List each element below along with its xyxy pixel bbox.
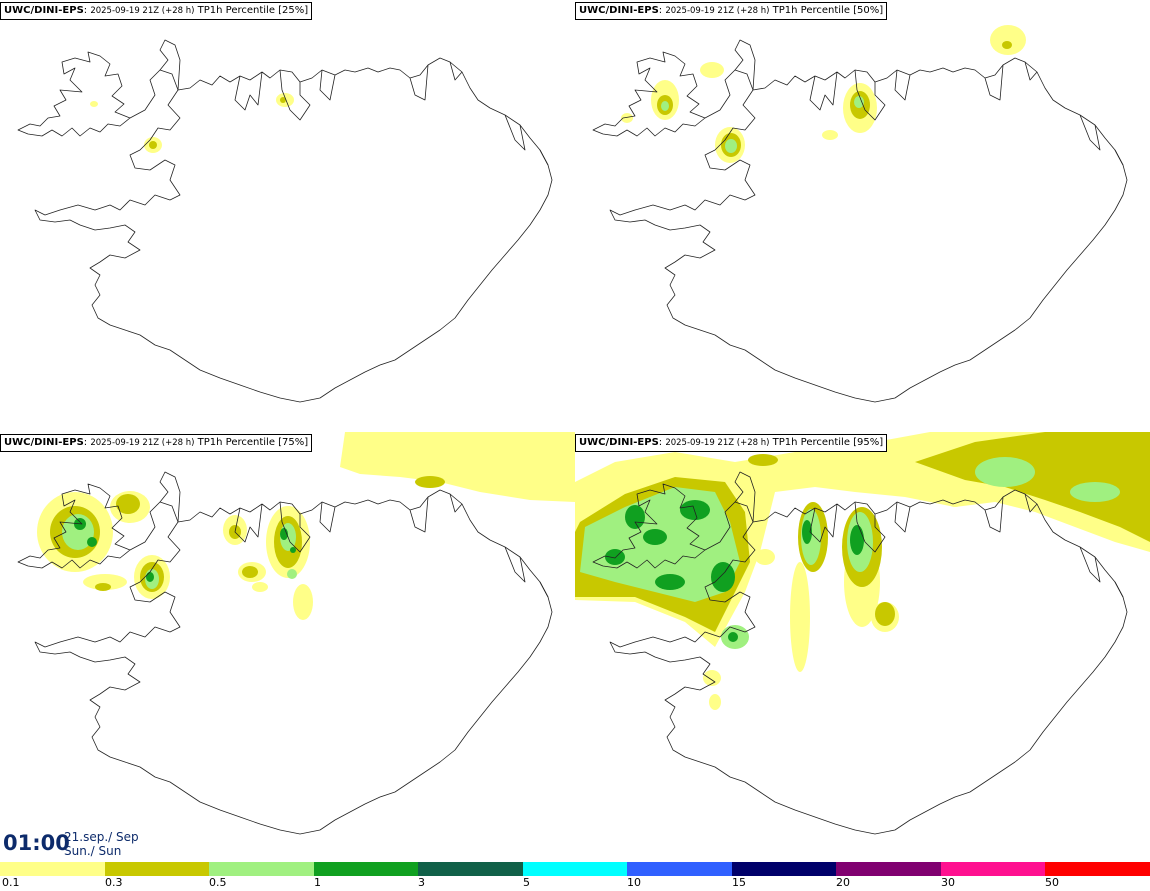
panel-title: UWC/DINI-EPS: 2025-09-19 21Z (+28 h) TP1… xyxy=(575,434,888,452)
legend-label: 5 xyxy=(523,876,530,889)
field-name: TP1h Percentile [50%] xyxy=(772,5,884,16)
panel-title: UWC/DINI-EPS: 2025-09-19 21Z (+28 h) TP1… xyxy=(0,2,313,20)
map-panel-p50: UWC/DINI-EPS: 2025-09-19 21Z (+28 h) TP1… xyxy=(575,0,1150,430)
legend-label: 0.1 xyxy=(2,876,20,889)
model-name: UWC/DINI-EPS xyxy=(4,5,84,16)
run-time: 2025-09-19 21Z (+28 h) xyxy=(90,438,195,448)
legend-label: 10 xyxy=(627,876,641,889)
legend-label: 15 xyxy=(732,876,746,889)
map-panel-p95: UWC/DINI-EPS: 2025-09-19 21Z (+28 h) TP1… xyxy=(575,432,1150,862)
model-name: UWC/DINI-EPS xyxy=(579,437,659,448)
legend-swatch xyxy=(0,862,105,876)
legend-swatch xyxy=(731,862,837,876)
run-time: 2025-09-19 21Z (+28 h) xyxy=(665,438,770,448)
model-name: UWC/DINI-EPS xyxy=(4,437,84,448)
field-name: TP1h Percentile [95%] xyxy=(772,437,884,448)
legend-swatch xyxy=(209,862,314,876)
precip-map-p50 xyxy=(592,25,1128,403)
panel-title: UWC/DINI-EPS: 2025-09-19 21Z (+28 h) TP1… xyxy=(0,434,313,452)
run-time: 2025-09-19 21Z (+28 h) xyxy=(90,6,195,16)
precip-map-p25 xyxy=(17,39,553,403)
precip-map-p75 xyxy=(17,432,575,835)
legend-label: 20 xyxy=(836,876,850,889)
model-name: UWC/DINI-EPS xyxy=(579,5,659,16)
valid-date-line: 21.sep./ Sep xyxy=(64,830,139,844)
legend-swatch xyxy=(313,862,419,876)
legend-labels: 0.1 0.3 0.5 1 3 5 10 15 20 30 50 xyxy=(0,876,1150,890)
map-panel-p25: UWC/DINI-EPS: 2025-09-19 21Z (+28 h) TP1… xyxy=(0,0,575,430)
legend-swatch xyxy=(418,862,523,876)
legend-label: 30 xyxy=(941,876,955,889)
legend-label: 0.3 xyxy=(105,876,123,889)
precip-map-p95 xyxy=(575,432,1150,835)
color-legend xyxy=(0,862,1150,876)
legend-label: 0.5 xyxy=(209,876,227,889)
legend-swatch xyxy=(522,862,628,876)
field-name: TP1h Percentile [75%] xyxy=(197,437,309,448)
valid-day-line: Sun./ Sun xyxy=(64,844,122,858)
valid-time-box: 01:00 21.sep./ Sep Sun./ Sun xyxy=(0,829,140,861)
legend-swatch xyxy=(940,862,1046,876)
panel-title: UWC/DINI-EPS: 2025-09-19 21Z (+28 h) TP1… xyxy=(575,2,888,20)
valid-date: 21.sep./ Sep Sun./ Sun xyxy=(64,830,139,858)
legend-swatch xyxy=(1045,862,1150,876)
legend-swatch xyxy=(627,862,732,876)
legend-label: 50 xyxy=(1045,876,1059,889)
map-panel-p75: UWC/DINI-EPS: 2025-09-19 21Z (+28 h) TP1… xyxy=(0,432,575,862)
valid-time: 01:00 xyxy=(3,831,70,855)
legend-swatch xyxy=(104,862,210,876)
legend-label: 1 xyxy=(314,876,321,889)
legend-label: 3 xyxy=(418,876,425,889)
field-name: TP1h Percentile [25%] xyxy=(197,5,309,16)
legend-swatch xyxy=(836,862,941,876)
run-time: 2025-09-19 21Z (+28 h) xyxy=(665,6,770,16)
